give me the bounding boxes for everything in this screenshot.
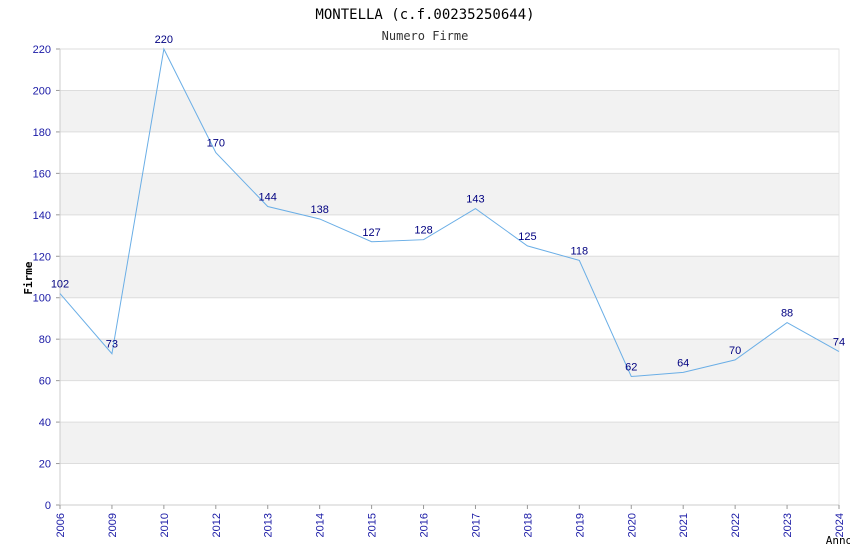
x-tick-label: 2023 (782, 513, 794, 537)
x-tick-label: 2009 (107, 513, 119, 537)
data-label: 220 (155, 34, 173, 46)
x-tick-label: 2019 (574, 513, 586, 537)
data-label: 62 (625, 361, 637, 373)
plot-bands (59, 48, 840, 506)
y-tick-label: 100 (33, 293, 51, 305)
y-tick-label: 160 (33, 168, 51, 180)
plot-band (60, 256, 839, 298)
x-tick-label: 2012 (211, 513, 223, 537)
plot-band (60, 173, 839, 215)
x-tick-label: 2014 (315, 513, 327, 537)
y-tick-label: 180 (33, 127, 51, 139)
y-tick-labels: 0 20 40 60 80 100 120 140 160 180 200 220 (33, 44, 51, 512)
x-tick-labels: 2006 2009 2010 2012 2013 2014 2015 2016 2017 2018… (55, 505, 846, 537)
plot-band (60, 422, 839, 464)
x-tick-label: 2020 (626, 513, 638, 537)
x-tick-label: 2017 (470, 513, 482, 537)
data-labels: 102 73 220 170 144 138 127 128 143 125 118 62 64 70 88… (51, 34, 845, 373)
data-label: 88 (781, 308, 793, 320)
data-label: 125 (518, 231, 536, 243)
x-axis-label: Anno (826, 534, 850, 547)
y-tick-label: 40 (39, 417, 51, 429)
gridlines (56, 48, 839, 506)
data-label: 70 (729, 345, 741, 357)
data-label: 73 (106, 339, 118, 351)
y-tick-label: 220 (33, 44, 51, 56)
x-tick-label: 2013 (263, 513, 275, 537)
y-tick-label: 80 (39, 334, 51, 346)
y-tick-label: 0 (45, 500, 51, 512)
x-tick-label: 2016 (419, 513, 431, 537)
x-tick-label: 2021 (678, 513, 690, 537)
x-tick-label: 2024 (834, 513, 846, 537)
data-label: 127 (362, 227, 380, 239)
chart-title: MONTELLA (c.f.00235250644) (315, 7, 534, 23)
data-label: 138 (310, 204, 328, 216)
data-label: 102 (51, 279, 69, 291)
plot-band (60, 339, 839, 381)
data-label: 128 (414, 225, 432, 237)
x-tick-label: 2010 (159, 513, 171, 537)
x-tick-label: 2022 (730, 513, 742, 537)
x-tick-label: 2015 (367, 513, 379, 537)
data-label: 144 (259, 192, 277, 204)
y-tick-label: 120 (33, 251, 51, 263)
y-tick-label: 140 (33, 210, 51, 222)
plot-band (60, 90, 839, 132)
y-tick-label: 60 (39, 376, 51, 388)
data-label: 170 (207, 138, 225, 150)
y-axis-label: Firme (22, 261, 35, 294)
series-line (59, 47, 840, 378)
data-label: 118 (571, 245, 589, 257)
chart-subtitle: Numero Firme (382, 29, 469, 43)
data-label: 74 (833, 337, 845, 349)
data-label: 64 (677, 357, 689, 369)
data-label: 143 (466, 194, 484, 206)
y-tick-label: 20 (39, 459, 51, 471)
x-tick-label: 2006 (55, 513, 67, 537)
y-tick-label: 200 (33, 85, 51, 97)
x-tick-label: 2018 (522, 513, 534, 537)
